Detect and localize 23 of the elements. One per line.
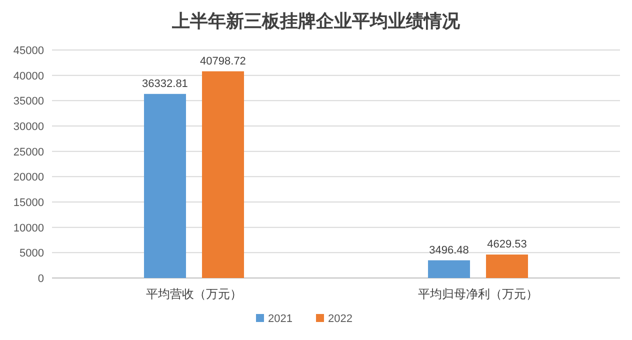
y-tick-label: 5000 bbox=[20, 248, 44, 260]
data-label: 3496.48 bbox=[429, 244, 469, 256]
y-tick-label: 40000 bbox=[13, 70, 44, 82]
bar bbox=[486, 254, 528, 278]
x-tick-label: 平均营收（万元） bbox=[146, 287, 242, 301]
bar bbox=[202, 71, 244, 278]
data-label: 4629.53 bbox=[487, 238, 527, 251]
y-tick-label: 45000 bbox=[13, 45, 44, 57]
bar bbox=[428, 260, 470, 278]
data-label: 36332.81 bbox=[142, 78, 188, 90]
legend-label: 2022 bbox=[328, 313, 352, 325]
y-tick-label: 25000 bbox=[13, 146, 44, 158]
x-tick-label: 平均归母净利（万元） bbox=[418, 287, 538, 301]
chart-title: 上半年新三板挂牌企业平均业绩情况 bbox=[171, 11, 461, 31]
y-tick-label: 10000 bbox=[13, 222, 44, 234]
legend-label: 2021 bbox=[268, 313, 292, 325]
y-tick-label: 30000 bbox=[13, 121, 44, 133]
y-tick-label: 0 bbox=[38, 273, 44, 285]
bar bbox=[144, 94, 186, 278]
y-tick-label: 35000 bbox=[13, 96, 44, 108]
y-tick-label: 15000 bbox=[13, 197, 44, 209]
data-label: 40798.72 bbox=[200, 55, 246, 68]
y-tick-label: 20000 bbox=[13, 172, 44, 184]
